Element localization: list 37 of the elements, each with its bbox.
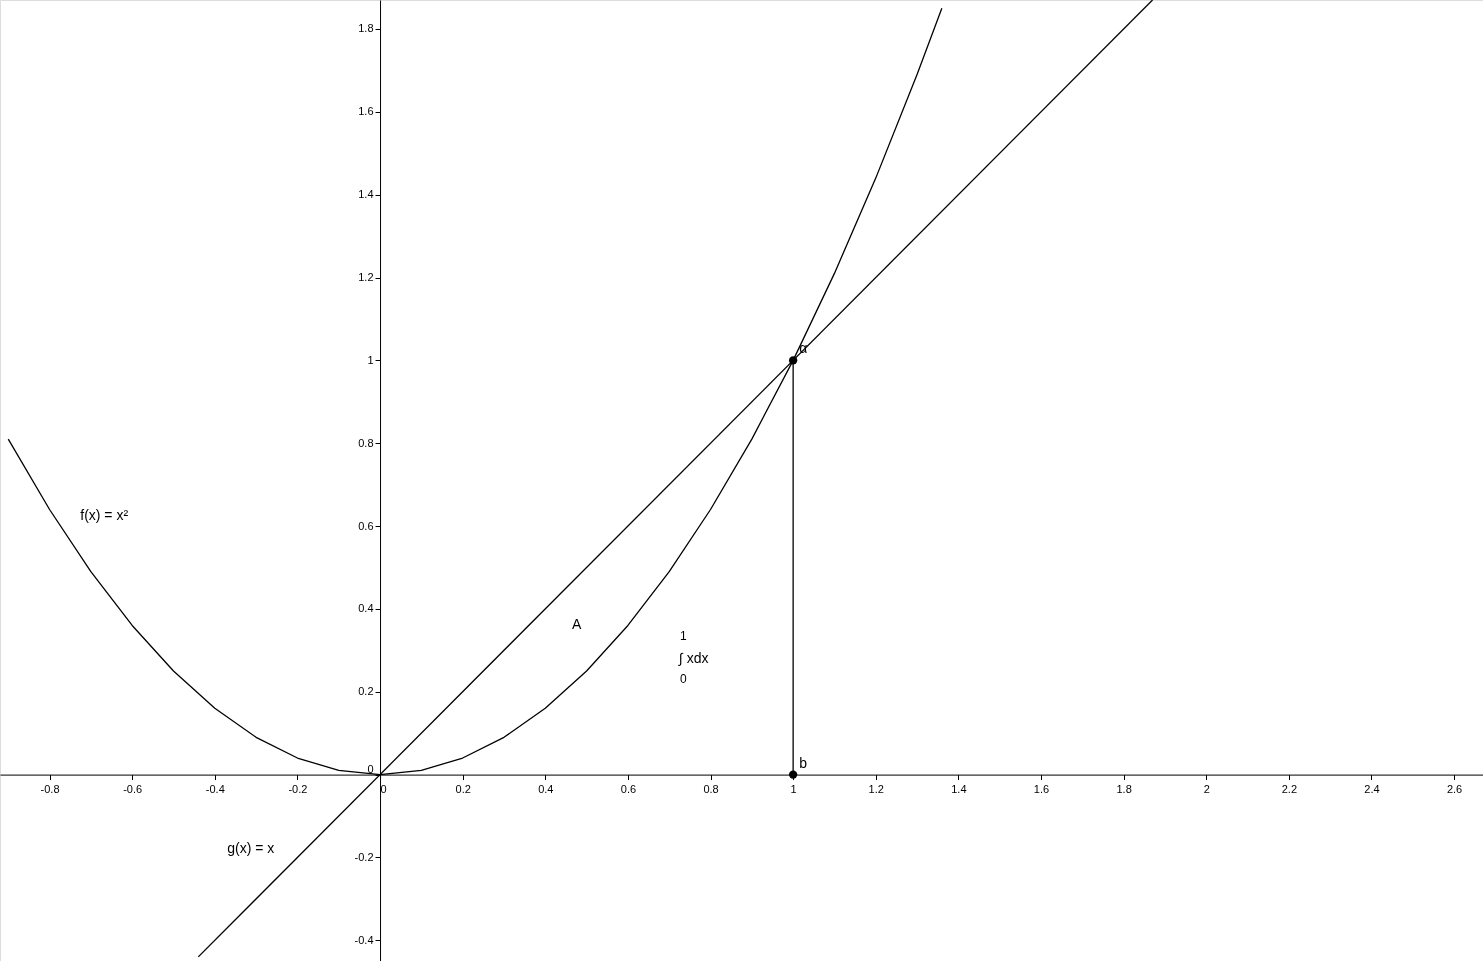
y-tick-label: 0.8 xyxy=(358,436,374,449)
x-tick-label: 0 xyxy=(380,783,387,796)
x-tick-label: -0.4 xyxy=(205,783,225,796)
x-tick-label: -0.2 xyxy=(288,783,308,796)
y-tick-label: 1.8 xyxy=(358,22,374,35)
annotation: 1 xyxy=(680,629,687,643)
x-tick-label: 0.6 xyxy=(620,783,637,796)
data-label: b xyxy=(799,754,808,771)
y-tick-label: 1.4 xyxy=(358,188,374,201)
x-tick-label: 0.8 xyxy=(703,783,719,796)
x-tick-label: 2 xyxy=(1203,783,1210,796)
x-tick-label: -0.8 xyxy=(40,783,60,796)
y-tick-label: 0.6 xyxy=(358,519,374,532)
y-tick-label: 1.2 xyxy=(358,271,374,284)
x-tick-label: 1.8 xyxy=(1116,783,1132,796)
annotation: ∫ xdx xyxy=(678,650,709,666)
y-tick-label: 0 xyxy=(367,763,374,776)
x-tick-label: -0.6 xyxy=(123,783,143,796)
y-tick-label: -0.2 xyxy=(354,850,374,863)
annotation: A xyxy=(572,616,582,632)
x-tick-label: 2.4 xyxy=(1364,783,1380,796)
x-tick-label: 2.2 xyxy=(1281,783,1297,796)
annotation: 0 xyxy=(680,672,687,686)
y-tick-label: 0.2 xyxy=(358,685,374,698)
x-tick-label: 2.6 xyxy=(1446,783,1463,796)
x-tick-label: 1.4 xyxy=(951,783,967,796)
x-tick-label: 0.2 xyxy=(455,783,471,796)
y-tick-label: 1.6 xyxy=(358,105,374,118)
series-label: f(x) = x² xyxy=(80,507,129,524)
x-tick-label: 1.2 xyxy=(868,783,884,796)
x-tick-label: 1 xyxy=(790,783,797,796)
x-tick-label: 0.4 xyxy=(538,783,554,796)
y-tick-label: 0.4 xyxy=(358,602,374,615)
series-label: g(x) = x xyxy=(227,839,275,856)
x-tick-label: 1.6 xyxy=(1033,783,1050,796)
y-tick-label: -0.4 xyxy=(354,933,374,946)
y-tick-label: 1 xyxy=(367,353,374,366)
